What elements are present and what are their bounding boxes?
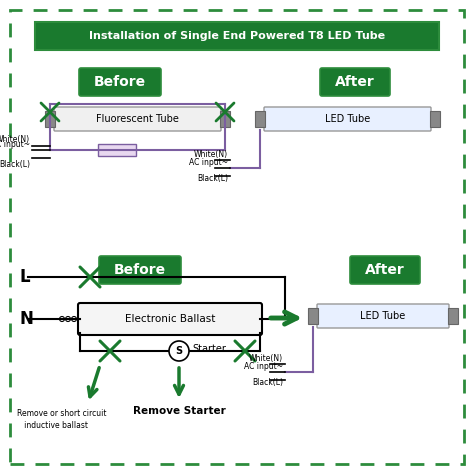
- Text: N: N: [20, 310, 34, 328]
- Text: AC input~: AC input~: [0, 140, 30, 149]
- Text: Electronic Ballast: Electronic Ballast: [125, 314, 215, 324]
- FancyBboxPatch shape: [308, 308, 318, 324]
- Text: White(N): White(N): [249, 354, 283, 363]
- Text: Starter: Starter: [192, 344, 226, 354]
- Text: Before: Before: [114, 263, 166, 277]
- Text: LED Tube: LED Tube: [360, 311, 406, 321]
- FancyBboxPatch shape: [320, 68, 390, 96]
- FancyBboxPatch shape: [99, 256, 181, 284]
- Text: Installation of Single End Powered T8 LED Tube: Installation of Single End Powered T8 LE…: [89, 31, 385, 41]
- FancyBboxPatch shape: [255, 111, 265, 127]
- FancyBboxPatch shape: [264, 107, 431, 131]
- Text: AC input~: AC input~: [189, 158, 228, 167]
- Circle shape: [169, 341, 189, 361]
- FancyBboxPatch shape: [45, 111, 55, 127]
- FancyBboxPatch shape: [79, 68, 161, 96]
- Text: S: S: [175, 346, 182, 356]
- FancyBboxPatch shape: [448, 308, 458, 324]
- Text: Remove Starter: Remove Starter: [133, 406, 225, 416]
- Text: Before: Before: [94, 75, 146, 89]
- FancyBboxPatch shape: [430, 111, 440, 127]
- Text: After: After: [335, 75, 375, 89]
- FancyBboxPatch shape: [317, 304, 449, 328]
- Text: White(N): White(N): [194, 150, 228, 159]
- FancyBboxPatch shape: [99, 144, 137, 156]
- FancyBboxPatch shape: [350, 256, 420, 284]
- Text: Black(L): Black(L): [0, 160, 30, 169]
- Text: LED Tube: LED Tube: [325, 114, 370, 124]
- Text: Fluorescent Tube: Fluorescent Tube: [96, 114, 179, 124]
- FancyBboxPatch shape: [35, 22, 439, 50]
- Text: After: After: [365, 263, 405, 277]
- Text: Remove or short circuit
   inductive ballast: Remove or short circuit inductive ballas…: [17, 409, 107, 430]
- FancyBboxPatch shape: [220, 111, 230, 127]
- FancyBboxPatch shape: [54, 107, 221, 131]
- Text: White(N): White(N): [0, 135, 30, 144]
- Text: AC input~: AC input~: [244, 362, 283, 371]
- FancyBboxPatch shape: [78, 303, 262, 335]
- Text: Black(L): Black(L): [197, 174, 228, 183]
- Text: Black(L): Black(L): [252, 378, 283, 387]
- Text: L: L: [20, 268, 31, 286]
